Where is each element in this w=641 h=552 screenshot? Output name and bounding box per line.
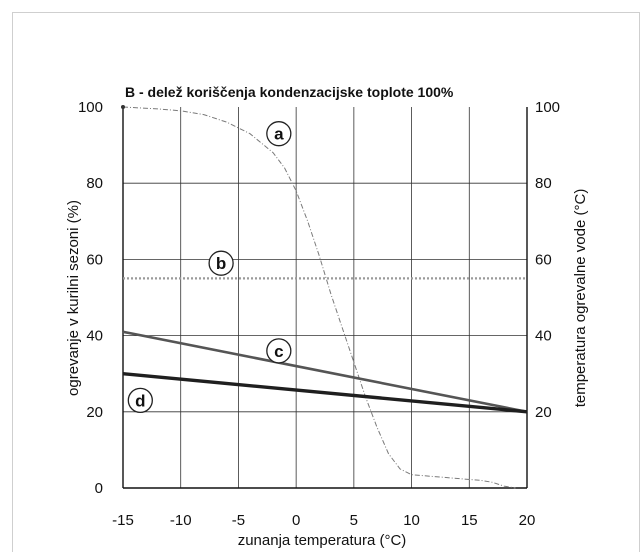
x-tick-labels: -15 -10 -5 0 5 10 15 20 bbox=[112, 512, 535, 529]
x-tick-label: 10 bbox=[403, 512, 420, 529]
curve-label-circle-c bbox=[266, 338, 292, 364]
y-axis-label: ogrevanje v kurilni sezoni (%) bbox=[65, 200, 82, 396]
x-tick-label: 0 bbox=[292, 512, 300, 529]
y2-tick-labels: 20 40 60 80 100 bbox=[535, 99, 560, 421]
y2-tick-label: 80 bbox=[535, 175, 552, 192]
curve-label-c: c bbox=[274, 342, 283, 361]
x-tick-label: 15 bbox=[461, 512, 478, 529]
chart-frame bbox=[12, 12, 640, 552]
series-a-start-point bbox=[121, 105, 125, 109]
y2-tick-label: 100 bbox=[535, 99, 560, 116]
series-line-a bbox=[122, 106, 516, 489]
series-layer bbox=[121, 105, 528, 489]
chart-title: B - delež koriščenja kondenzacijske topl… bbox=[125, 84, 454, 100]
curve-label-circle-a bbox=[266, 121, 292, 147]
y-tick-label: 0 bbox=[95, 480, 103, 497]
y-tick-labels: 0 20 40 60 80 100 bbox=[78, 99, 103, 497]
y-tick-label: 40 bbox=[86, 328, 103, 345]
curve-label-a: a bbox=[274, 125, 284, 144]
curve-label-d: d bbox=[135, 391, 145, 410]
x-axis-label: zunanja temperatura (°C) bbox=[238, 532, 407, 549]
y-tick-label: 80 bbox=[86, 175, 103, 192]
curve-labels: a b c d bbox=[127, 121, 292, 414]
y2-tick-label: 60 bbox=[535, 251, 552, 268]
curve-label-circle-b bbox=[208, 250, 234, 276]
x-tick-label: -5 bbox=[232, 512, 245, 529]
curve-label-circle-d bbox=[127, 387, 153, 414]
y2-axis-label: temperatura ogrevalne vode (°C) bbox=[572, 189, 589, 408]
y2-tick-label: 40 bbox=[535, 328, 552, 345]
y2-tick-label: 20 bbox=[535, 404, 552, 421]
series-line-c bbox=[122, 330, 528, 414]
x-tick-label: -15 bbox=[112, 512, 134, 529]
y-tick-label: 100 bbox=[78, 99, 103, 116]
y-tick-label: 20 bbox=[86, 404, 103, 421]
x-tick-label: 20 bbox=[519, 512, 536, 529]
curve-label-b: b bbox=[216, 254, 226, 273]
x-tick-label: 5 bbox=[350, 512, 358, 529]
x-tick-label: -10 bbox=[170, 512, 192, 529]
y-tick-label: 60 bbox=[86, 251, 103, 268]
axes bbox=[122, 107, 528, 489]
series-line-d bbox=[122, 372, 528, 414]
grid bbox=[123, 107, 527, 488]
